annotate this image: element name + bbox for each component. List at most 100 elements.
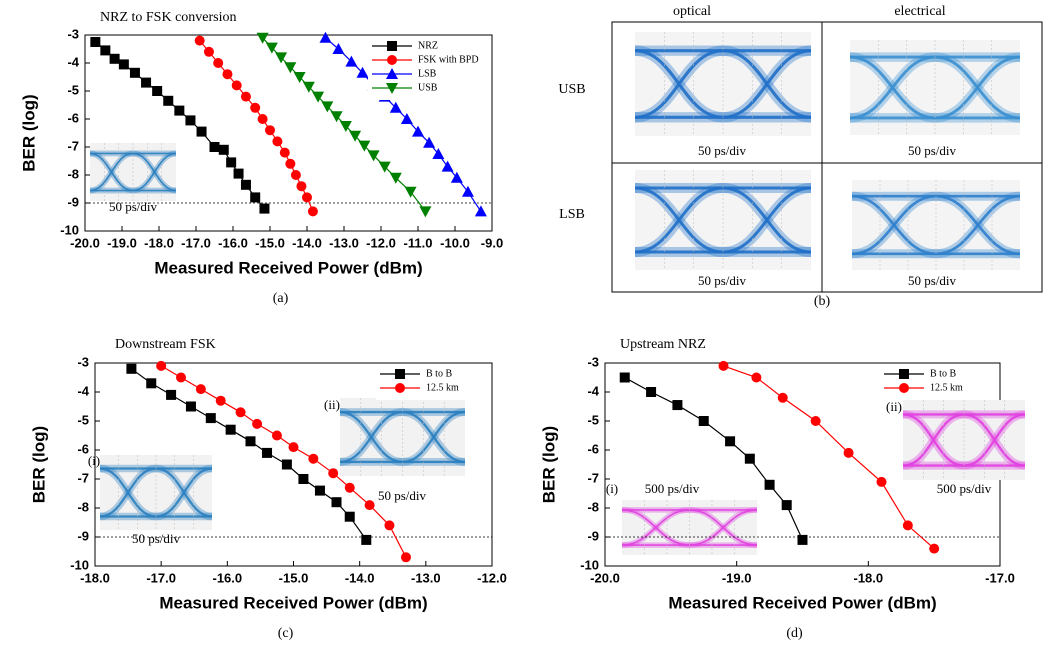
caption: (c) — [278, 626, 294, 641]
y-tick-label: -7 — [77, 470, 89, 485]
eye-diagram — [635, 170, 811, 270]
marker — [280, 148, 290, 158]
marker — [751, 373, 761, 383]
marker — [308, 206, 318, 216]
marker — [291, 170, 301, 180]
x-tick-label: -16.0 — [213, 570, 243, 585]
legend-marker — [387, 55, 397, 65]
y-tick-label: -4 — [77, 383, 89, 398]
marker — [259, 204, 269, 214]
y-axis-label: BER (log) — [19, 94, 38, 171]
eye-diagram — [850, 40, 1020, 135]
marker — [332, 497, 342, 507]
marker — [298, 474, 308, 484]
marker — [185, 115, 195, 125]
x-tick-label: -19.0 — [722, 570, 752, 585]
marker — [289, 442, 299, 452]
legend-label: B to B — [930, 368, 956, 379]
marker — [719, 361, 729, 371]
eye-diagram — [90, 143, 176, 201]
inset-label: (ii) — [324, 397, 340, 412]
x-tick-label: -16.0 — [218, 235, 248, 250]
marker — [285, 159, 295, 169]
x-tick-label: -12.0 — [366, 235, 396, 250]
marker — [163, 96, 173, 106]
marker — [725, 436, 735, 446]
chart-title: Upstream NRZ — [620, 337, 706, 352]
marker — [222, 69, 232, 79]
marker — [315, 486, 325, 496]
marker — [90, 37, 100, 47]
x-axis-label: Measured Received Power (dBm) — [668, 593, 936, 612]
x-tick-label: -17.0 — [146, 570, 176, 585]
marker — [250, 192, 260, 202]
marker — [345, 512, 355, 522]
legend-marker — [395, 369, 405, 379]
x-tick-label: -18.0 — [144, 235, 174, 250]
marker — [401, 552, 411, 562]
marker — [798, 535, 808, 545]
marker — [241, 180, 251, 190]
eye-diagram — [635, 32, 811, 136]
x-tick-label: -20.0 — [590, 570, 620, 585]
legend-marker — [395, 383, 405, 393]
y-tick-label: -5 — [77, 412, 89, 427]
marker — [265, 125, 275, 135]
marker — [210, 142, 220, 152]
marker — [302, 192, 312, 202]
x-tick-label: -14.0 — [345, 570, 375, 585]
y-tick-label: -4 — [67, 54, 79, 69]
x-tick-label: -17.0 — [985, 570, 1015, 585]
x-tick-label: -15.0 — [255, 235, 285, 250]
inset-scale: 50 ps/div — [109, 199, 158, 214]
eye-scale: 50 ps/div — [908, 143, 957, 158]
marker — [226, 157, 236, 167]
marker — [844, 448, 854, 458]
y-tick-label: -8 — [67, 166, 79, 181]
inset-scale: 50 ps/div — [378, 488, 427, 503]
x-tick-label: -19.0 — [107, 235, 137, 250]
marker — [234, 169, 244, 179]
marker — [196, 384, 206, 394]
marker — [361, 535, 371, 545]
x-tick-label: -13.0 — [329, 235, 359, 250]
inset-scale: 500 ps/div — [937, 481, 992, 496]
legend-label: B to B — [426, 368, 452, 379]
marker — [204, 47, 214, 57]
row-header: USB — [558, 82, 585, 97]
marker — [365, 500, 375, 510]
marker — [100, 45, 110, 55]
eye-scale: 50 ps/div — [698, 143, 747, 158]
inset-label: (ii) — [886, 399, 902, 414]
marker — [782, 500, 792, 510]
x-tick-label: -9.0 — [481, 235, 503, 250]
y-tick-label: -5 — [587, 412, 599, 427]
marker — [929, 544, 939, 554]
marker — [646, 387, 656, 397]
x-axis-label: Measured Received Power (dBm) — [159, 593, 427, 612]
caption: (d) — [786, 626, 803, 641]
eye-diagram — [622, 500, 757, 555]
y-tick-label: -7 — [67, 138, 79, 153]
legend-label: 12.5 km — [930, 382, 963, 393]
marker — [320, 32, 332, 43]
y-tick-label: -9 — [587, 528, 599, 543]
marker — [186, 402, 196, 412]
marker — [296, 181, 306, 191]
y-tick-label: -3 — [587, 354, 599, 369]
marker — [345, 483, 355, 493]
marker — [258, 114, 268, 124]
y-tick-label: -5 — [67, 82, 79, 97]
y-tick-label: -8 — [77, 499, 89, 514]
y-tick-label: -6 — [67, 110, 79, 125]
marker — [745, 454, 755, 464]
row-header: LSB — [559, 207, 585, 222]
y-tick-label: -9 — [77, 528, 89, 543]
marker — [475, 205, 487, 216]
marker — [620, 373, 630, 383]
legend-label: NRZ — [418, 40, 438, 51]
x-tick-label: -20.0 — [70, 235, 100, 250]
y-tick-label: -4 — [587, 383, 599, 398]
marker — [384, 520, 394, 530]
y-axis-label: BER (log) — [539, 426, 558, 503]
